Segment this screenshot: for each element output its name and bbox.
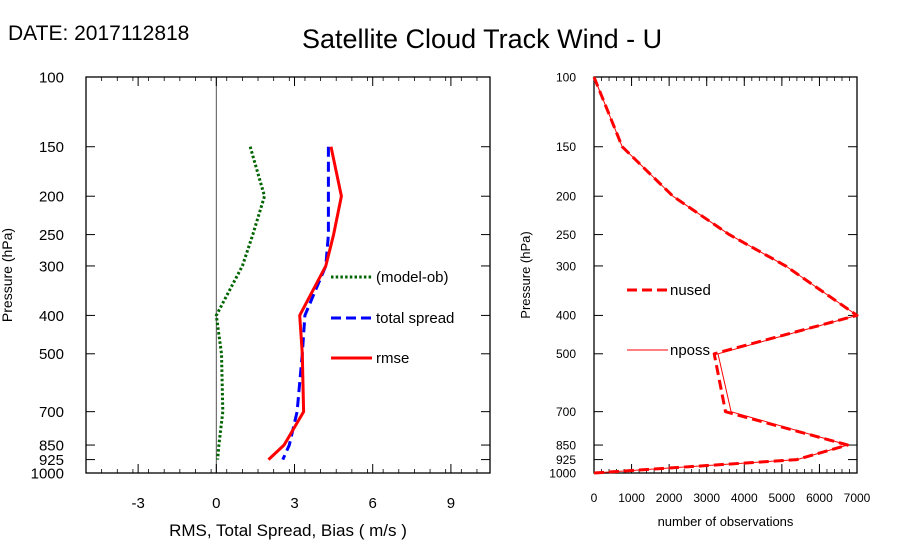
y-tick-label: 250 [39, 227, 64, 244]
x-tick-label: 5000 [769, 491, 796, 505]
y-tick-label: 150 [556, 140, 576, 154]
x-tick-label: -3 [131, 495, 144, 512]
y-tick-label: 300 [39, 258, 64, 275]
y-tick-label: 850 [556, 438, 576, 452]
x-tick-label: 7000 [844, 491, 871, 505]
series-line-model-ob [214, 146, 266, 460]
x-tick-label: 2000 [656, 491, 683, 505]
y-tick-label: 1000 [31, 465, 64, 482]
right-plot-frame [593, 76, 858, 474]
x-tick-label: 3 [290, 495, 298, 512]
x-tick-label: 9 [447, 495, 455, 512]
left-plot-frame [85, 76, 491, 474]
y-tick-label: 500 [39, 346, 64, 363]
series-line-rmse [267, 146, 343, 461]
x-tick-label: 0 [591, 491, 598, 505]
y-tick-label: 100 [556, 70, 576, 84]
y-tick-label: 400 [39, 308, 64, 325]
x-tick-label: 0 [212, 495, 220, 512]
x-tick-label: 6000 [806, 491, 833, 505]
left-x-axis-title: RMS, Total Spread, Bias ( m/s ) [169, 521, 407, 540]
legend-label: nused [670, 282, 711, 299]
page-title: Satellite Cloud Track Wind - U [302, 24, 663, 54]
y-tick-label: 400 [556, 309, 576, 323]
y-tick-label: 1000 [549, 466, 576, 480]
y-tick-label: 300 [556, 259, 576, 273]
y-tick-label: 200 [556, 190, 576, 204]
left-y-axis-title: Pressure (hPa) [0, 228, 15, 322]
y-tick-label: 925 [556, 453, 576, 467]
y-tick-label: 925 [39, 452, 64, 469]
y-tick-label: 700 [556, 405, 576, 419]
legend-label: rmse [376, 350, 409, 367]
x-tick-label: 3000 [693, 491, 720, 505]
series-line-nused [592, 76, 859, 475]
x-tick-label: 1000 [618, 491, 645, 505]
date-label: DATE: 2017112818 [8, 22, 190, 45]
y-tick-label: 100 [39, 69, 64, 86]
right-y-axis-title: Pressure (hPa) [518, 231, 533, 318]
x-tick-label: 6 [369, 495, 377, 512]
y-tick-label: 700 [39, 404, 64, 421]
y-tick-label: 850 [39, 437, 64, 454]
y-tick-label: 150 [39, 139, 64, 156]
y-tick-label: 250 [556, 228, 576, 242]
y-tick-label: 200 [39, 189, 64, 206]
right-x-axis-title: number of observations [658, 514, 794, 529]
series-line-nposs [593, 76, 858, 474]
x-tick-label: 4000 [731, 491, 758, 505]
legend-label: (model-ob) [376, 269, 449, 286]
legend-label: nposs [670, 342, 710, 359]
legend-label: total spread [376, 310, 454, 327]
y-tick-label: 500 [556, 347, 576, 361]
